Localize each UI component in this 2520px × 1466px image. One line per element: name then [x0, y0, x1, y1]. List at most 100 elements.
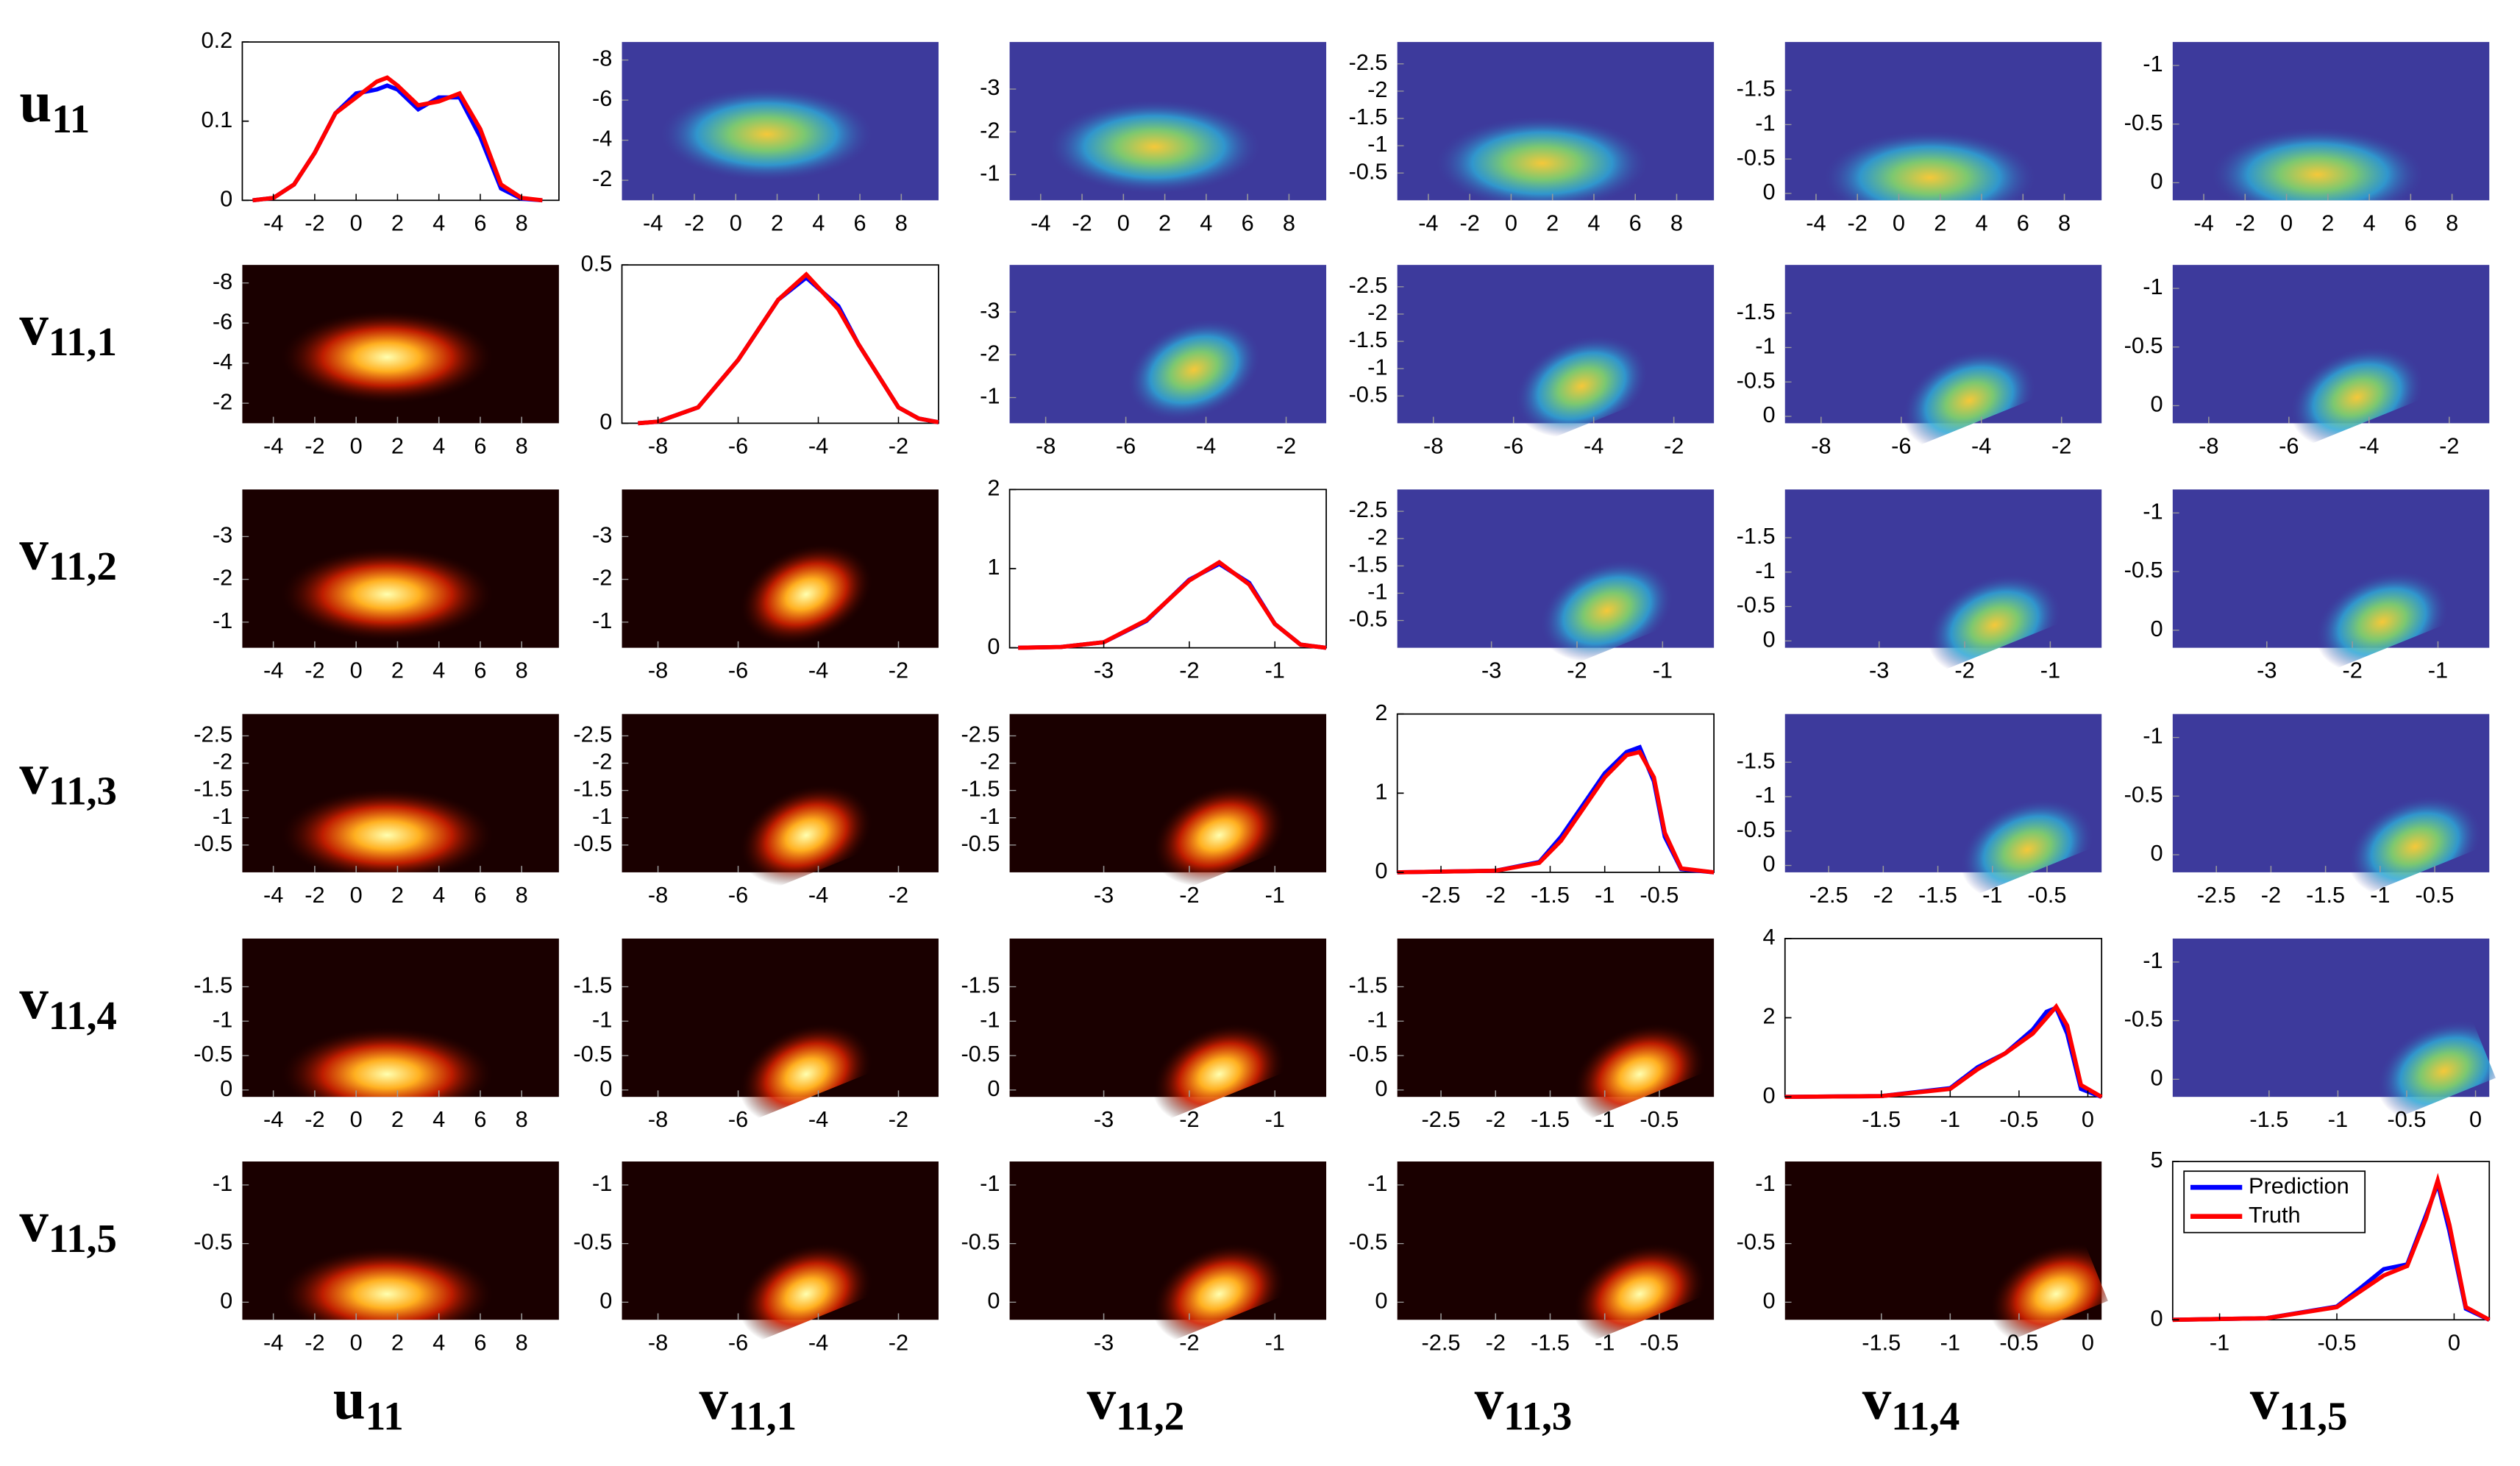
label-base: v [2250, 1368, 2279, 1432]
y-tick-label: -2 [213, 388, 232, 414]
y-tick-label: -0.5 [961, 1229, 1000, 1255]
panel: -1 -0.5 0 -1.5 -1 -0.5 0 [1737, 1161, 2108, 1355]
x-tick-label: -2 [1486, 882, 1506, 908]
density-blob [280, 787, 495, 872]
y-tick-label: -3 [592, 522, 612, 548]
y-tick-label: -1 [1367, 1006, 1387, 1032]
density-blob [280, 309, 495, 405]
x-tick-label: 8 [2058, 210, 2071, 235]
y-tick-label: -6 [592, 85, 612, 111]
panel: -3 -2 -1 -8 -6 -4 -2 [980, 265, 1327, 458]
x-tick-label: 4 [1587, 210, 1600, 235]
column-label: v11,2 [1087, 1368, 1185, 1438]
x-tick-label: -4 [263, 658, 283, 683]
x-tick-label: -1 [1940, 1106, 1960, 1132]
x-tick-label: 0 [1893, 210, 1905, 235]
legend-label: Truth [2249, 1202, 2301, 1228]
label-base: u [19, 71, 51, 135]
x-tick-label: -1.5 [1862, 1329, 1901, 1355]
x-tick-label: -6 [1503, 433, 1523, 458]
density-blob [280, 1026, 495, 1097]
y-tick-label: -3 [980, 297, 1000, 323]
x-tick-label: 4 [812, 210, 825, 235]
y-tick-label: -8 [592, 46, 612, 71]
y-tick-label: 0 [599, 1287, 612, 1313]
x-tick-label: -4 [1418, 210, 1438, 235]
x-tick-label: -2.5 [1809, 882, 1848, 908]
x-tick-label: -0.5 [2318, 1329, 2357, 1355]
x-tick-label: -6 [2279, 433, 2299, 458]
panel: -1.5 -1 -0.5 0 -8 -6 -4 -2 [573, 938, 939, 1132]
y-tick-label: -0.5 [2124, 1006, 2163, 1032]
x-tick-label: -2 [1179, 658, 1199, 683]
column-label: v11,5 [2250, 1368, 2348, 1438]
density-blob [739, 543, 874, 646]
x-tick-label: -6 [1116, 433, 1136, 458]
density-blob [739, 783, 874, 887]
column-label: v11,1 [700, 1368, 797, 1438]
x-tick-label: -2 [889, 1329, 908, 1355]
panel-background [241, 41, 560, 202]
panel: 0 5 Prediction Truth -1 -0.5 0 [2151, 1147, 2491, 1355]
x-tick-label: 6 [474, 882, 486, 908]
x-tick-label: -3 [1481, 658, 1501, 683]
x-tick-label: 2 [1158, 210, 1171, 235]
y-tick-label: 0 [987, 1075, 1000, 1101]
density-blob [1152, 783, 1286, 887]
y-tick-label: -1.5 [1737, 76, 1776, 102]
x-tick-label: -4 [808, 433, 828, 458]
density-blob [659, 86, 875, 182]
y-tick-label: -4 [213, 349, 232, 374]
y-tick-label: -0.5 [961, 1041, 1000, 1067]
x-tick-label: -1 [1265, 882, 1285, 908]
x-tick-label: -1.5 [1531, 1106, 1570, 1132]
y-tick-label: -4 [592, 126, 612, 152]
y-tick-label: -2.5 [573, 722, 612, 747]
label-sub: 11,4 [1891, 1393, 1960, 1438]
density-line [638, 271, 939, 426]
y-tick-label: -2.5 [193, 722, 232, 747]
x-tick-label: -0.5 [2027, 882, 2066, 908]
panel: 0 0.1 0.2 -4 -2 0 2 4 6 8 [202, 27, 560, 235]
label-base: v [19, 293, 49, 357]
x-tick-label: 0 [1505, 210, 1517, 235]
y-tick-label: -0.5 [573, 830, 612, 856]
panel: -2.5-2-1.5-1-0.5-8 -6 -4 -2 [1349, 265, 1715, 458]
y-tick-label: -0.5 [193, 1229, 232, 1255]
x-tick-label: -2 [684, 210, 704, 235]
x-tick-label: -2.5 [1422, 882, 1461, 908]
y-tick-label: 0 [1375, 1287, 1387, 1313]
x-tick-label: -3 [1869, 658, 1889, 683]
y-tick-label: -1 [592, 1170, 612, 1196]
y-tick-label: -1 [980, 160, 1000, 186]
density-line [1397, 750, 1715, 875]
y-tick-label: -0.5 [1349, 158, 1388, 184]
x-tick-label: -1 [1265, 1329, 1285, 1355]
y-tick-label: -1 [213, 803, 232, 829]
panel: -3 -2 -1 -8 -6 -4 -2 [592, 489, 939, 683]
x-tick-label: 0 [350, 1106, 363, 1132]
y-tick-label: -1 [2143, 498, 2163, 524]
x-tick-label: -2 [889, 658, 908, 683]
y-tick-label: -3 [213, 522, 232, 548]
label-sub: 11 [366, 1393, 404, 1438]
density-line [252, 75, 543, 203]
density-blob [1540, 559, 1674, 662]
x-tick-label: -2 [1848, 210, 1868, 235]
x-tick-label: -0.5 [1999, 1329, 2038, 1355]
y-tick-label: -1 [592, 803, 612, 829]
density-blob [1127, 319, 1261, 421]
x-tick-label: 4 [1200, 210, 1212, 235]
x-tick-label: 4 [433, 658, 445, 683]
column-label: v11,4 [1862, 1368, 1960, 1438]
panel: -2.5-2-1.5-1-0.5-8 -6 -4 -2 [573, 714, 939, 908]
x-tick-label: -1.5 [1862, 1106, 1901, 1132]
x-tick-label: -2 [1276, 433, 1296, 458]
x-tick-label: -3 [1094, 658, 1114, 683]
x-tick-label: 6 [854, 210, 866, 235]
y-tick-label: 0 [599, 409, 612, 435]
x-tick-label: -8 [648, 658, 668, 683]
y-tick-label: -1.5 [1737, 747, 1776, 773]
y-tick-label: -2 [1367, 76, 1387, 102]
x-tick-label: 6 [1629, 210, 1642, 235]
